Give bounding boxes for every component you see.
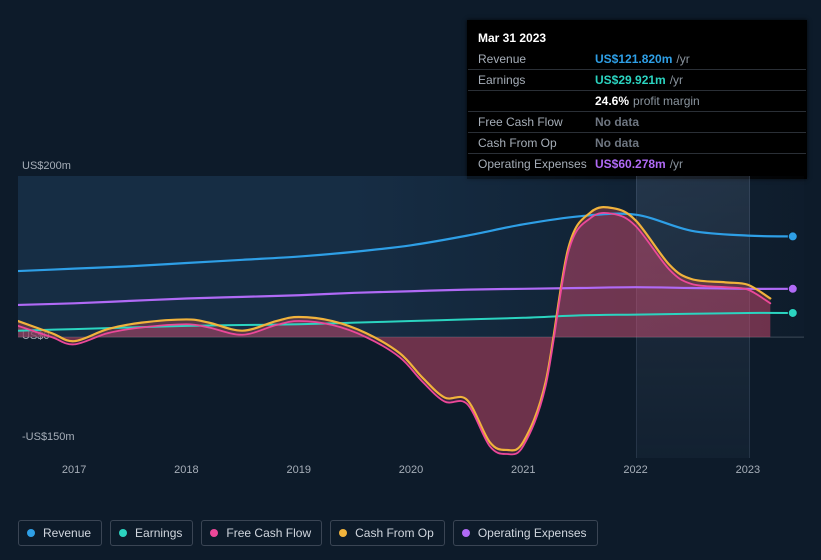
tooltip-row-label: Cash From Op bbox=[478, 136, 595, 150]
tooltip-row-value: 24.6%profit margin bbox=[595, 94, 796, 108]
xaxis-tick-label: 2020 bbox=[399, 464, 423, 476]
legend-item-revenue[interactable]: Revenue bbox=[18, 520, 102, 546]
tooltip-row-label: Operating Expenses bbox=[478, 157, 595, 171]
legend-swatch bbox=[462, 529, 470, 537]
legend-item-cash-from-op[interactable]: Cash From Op bbox=[330, 520, 445, 546]
tooltip-date: Mar 31 2023 bbox=[468, 25, 806, 49]
legend-swatch bbox=[339, 529, 347, 537]
chart-legend: Revenue Earnings Free Cash Flow Cash From O… bbox=[18, 520, 598, 546]
legend-swatch bbox=[27, 529, 35, 537]
financials-chart-root: Mar 31 2023 RevenueUS$121.820m/yrEarning… bbox=[0, 0, 821, 560]
legend-label: Cash From Op bbox=[355, 526, 434, 540]
xaxis-tick-label: 2023 bbox=[736, 464, 760, 476]
chart-plot-area[interactable] bbox=[18, 176, 804, 458]
tooltip-data-row: RevenueUS$121.820m/yr bbox=[468, 49, 806, 69]
tooltip-row-value: No data bbox=[595, 115, 796, 129]
legend-label: Operating Expenses bbox=[478, 526, 587, 540]
xaxis-tick-label: 2018 bbox=[174, 464, 198, 476]
tooltip-row-value: US$29.921m/yr bbox=[595, 73, 796, 87]
tooltip-data-row: EarningsUS$29.921m/yr bbox=[468, 69, 806, 90]
legend-swatch bbox=[119, 529, 127, 537]
xaxis-tick-label: 2019 bbox=[286, 464, 310, 476]
tooltip-row-value: No data bbox=[595, 136, 796, 150]
xaxis-tick-label: 2017 bbox=[62, 464, 86, 476]
tooltip-data-row: Free Cash FlowNo data bbox=[468, 111, 806, 132]
legend-swatch bbox=[210, 529, 218, 537]
chart-tooltip: Mar 31 2023 RevenueUS$121.820m/yrEarning… bbox=[467, 20, 807, 179]
tooltip-row-value: US$121.820m/yr bbox=[595, 52, 796, 66]
tooltip-row-label: Earnings bbox=[478, 73, 595, 87]
chart-svg bbox=[18, 176, 804, 458]
legend-label: Earnings bbox=[135, 526, 182, 540]
legend-item-operating-expenses[interactable]: Operating Expenses bbox=[453, 520, 598, 546]
tooltip-data-row: 24.6%profit margin bbox=[468, 90, 806, 111]
xaxis-labels: 2017 2018 2019 2020 2021 2022 2023 bbox=[18, 464, 804, 478]
legend-label: Revenue bbox=[43, 526, 91, 540]
tooltip-data-row: Cash From OpNo data bbox=[468, 132, 806, 153]
legend-label: Free Cash Flow bbox=[226, 526, 311, 540]
tooltip-data-row: Operating ExpensesUS$60.278m/yr bbox=[468, 153, 806, 174]
legend-item-earnings[interactable]: Earnings bbox=[110, 520, 193, 546]
xaxis-tick-label: 2021 bbox=[511, 464, 535, 476]
yaxis-max-label: US$200m bbox=[22, 160, 71, 172]
xaxis-tick-label: 2022 bbox=[623, 464, 647, 476]
tooltip-row-label: Free Cash Flow bbox=[478, 115, 595, 129]
legend-item-free-cash-flow[interactable]: Free Cash Flow bbox=[201, 520, 322, 546]
tooltip-row-value: US$60.278m/yr bbox=[595, 157, 796, 171]
tooltip-row-label bbox=[478, 94, 595, 108]
tooltip-row-label: Revenue bbox=[478, 52, 595, 66]
